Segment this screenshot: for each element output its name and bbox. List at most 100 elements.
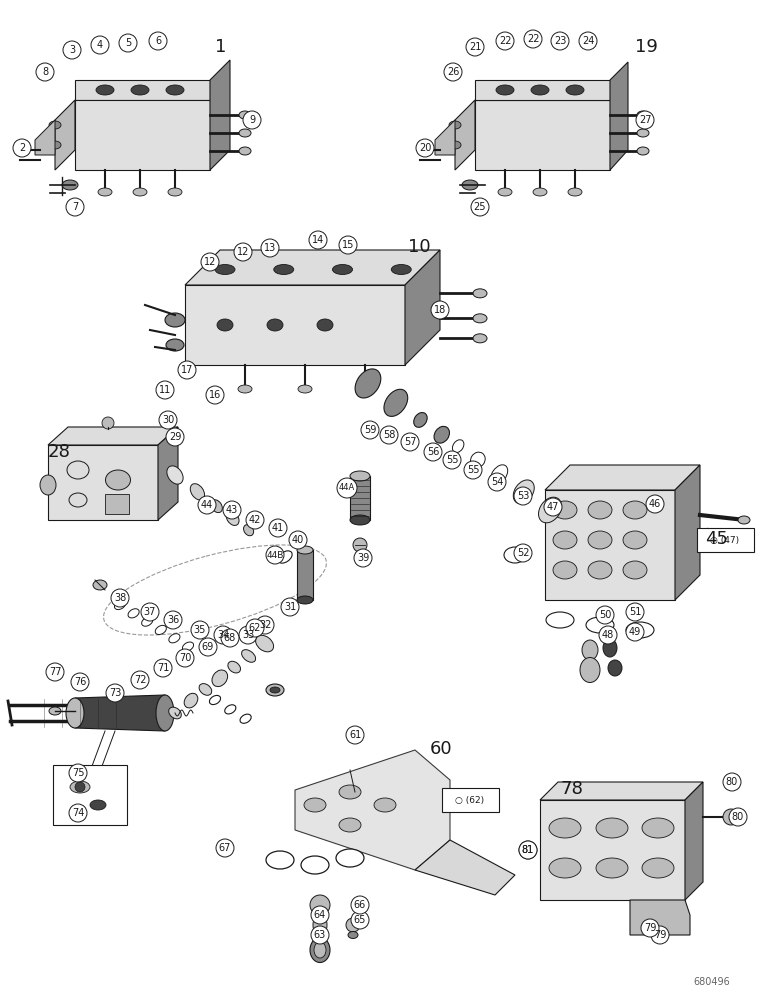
Ellipse shape	[226, 511, 239, 525]
FancyBboxPatch shape	[105, 494, 129, 514]
Text: 8: 8	[42, 67, 48, 77]
Circle shape	[424, 443, 442, 461]
Polygon shape	[540, 782, 703, 800]
Circle shape	[361, 421, 379, 439]
Ellipse shape	[267, 319, 283, 331]
Ellipse shape	[131, 85, 149, 95]
Circle shape	[69, 764, 87, 782]
Text: 12: 12	[204, 257, 216, 267]
Text: 4: 4	[97, 40, 103, 50]
Text: 5: 5	[125, 38, 131, 48]
Text: 37: 37	[144, 607, 156, 617]
Circle shape	[464, 461, 482, 479]
Circle shape	[75, 782, 85, 792]
Text: 62: 62	[249, 623, 261, 633]
Circle shape	[596, 606, 614, 624]
Ellipse shape	[301, 856, 329, 874]
Circle shape	[723, 773, 741, 791]
Ellipse shape	[212, 670, 228, 687]
Text: 79: 79	[644, 923, 656, 933]
Circle shape	[346, 726, 364, 744]
Polygon shape	[675, 465, 700, 600]
Ellipse shape	[568, 188, 582, 196]
Ellipse shape	[642, 858, 674, 878]
Ellipse shape	[266, 684, 284, 696]
Text: 80: 80	[732, 812, 744, 822]
Ellipse shape	[355, 369, 381, 398]
Polygon shape	[185, 285, 405, 365]
Ellipse shape	[473, 314, 487, 323]
Ellipse shape	[553, 501, 577, 519]
Ellipse shape	[165, 313, 185, 327]
Ellipse shape	[553, 531, 577, 549]
Polygon shape	[610, 62, 628, 170]
Text: 36: 36	[167, 615, 179, 625]
Polygon shape	[540, 800, 685, 900]
Text: 75: 75	[72, 768, 84, 778]
Text: 22: 22	[499, 36, 511, 46]
Ellipse shape	[586, 617, 614, 633]
Text: 79: 79	[654, 930, 666, 940]
Ellipse shape	[49, 141, 61, 149]
Ellipse shape	[182, 642, 194, 651]
FancyBboxPatch shape	[696, 528, 753, 552]
Circle shape	[466, 38, 484, 56]
Ellipse shape	[513, 480, 534, 504]
Text: 14: 14	[312, 235, 324, 245]
Ellipse shape	[317, 319, 333, 331]
Ellipse shape	[588, 501, 612, 519]
Ellipse shape	[106, 470, 130, 490]
Text: 23: 23	[554, 36, 566, 46]
Text: 56: 56	[427, 447, 439, 457]
Polygon shape	[185, 250, 440, 285]
FancyBboxPatch shape	[53, 765, 127, 825]
Text: 45: 45	[705, 530, 728, 548]
Circle shape	[69, 804, 87, 822]
Circle shape	[216, 839, 234, 857]
Text: 74: 74	[72, 808, 84, 818]
Polygon shape	[75, 695, 165, 731]
Circle shape	[214, 626, 232, 644]
Polygon shape	[455, 100, 475, 170]
Ellipse shape	[169, 707, 181, 719]
Circle shape	[626, 623, 644, 641]
Circle shape	[91, 36, 109, 54]
Ellipse shape	[336, 849, 364, 867]
Ellipse shape	[167, 466, 183, 484]
Circle shape	[443, 451, 461, 469]
Text: 50: 50	[599, 610, 611, 620]
Circle shape	[519, 841, 537, 859]
Text: 7: 7	[72, 202, 78, 212]
Text: 59: 59	[364, 425, 376, 435]
Text: 680496: 680496	[693, 977, 730, 987]
Ellipse shape	[637, 111, 649, 119]
Ellipse shape	[274, 264, 294, 274]
Text: 39: 39	[357, 553, 369, 563]
Ellipse shape	[348, 932, 358, 938]
Ellipse shape	[310, 938, 330, 962]
Text: 67: 67	[218, 843, 231, 853]
Ellipse shape	[228, 661, 241, 673]
Ellipse shape	[637, 147, 649, 155]
Ellipse shape	[304, 798, 326, 812]
Text: 34: 34	[217, 630, 229, 640]
Text: 47: 47	[547, 502, 559, 512]
Ellipse shape	[588, 561, 612, 579]
Ellipse shape	[623, 531, 647, 549]
Ellipse shape	[49, 121, 61, 129]
Ellipse shape	[374, 798, 396, 812]
Circle shape	[256, 616, 274, 634]
Ellipse shape	[580, 658, 600, 682]
Ellipse shape	[358, 385, 372, 393]
Circle shape	[221, 629, 239, 647]
Circle shape	[471, 198, 489, 216]
Text: 24: 24	[582, 36, 594, 46]
Circle shape	[346, 918, 360, 932]
Circle shape	[111, 589, 129, 607]
Text: 80: 80	[726, 777, 738, 787]
Circle shape	[141, 603, 159, 621]
Ellipse shape	[339, 785, 361, 799]
Ellipse shape	[199, 684, 212, 695]
Ellipse shape	[256, 635, 273, 652]
Ellipse shape	[623, 501, 647, 519]
